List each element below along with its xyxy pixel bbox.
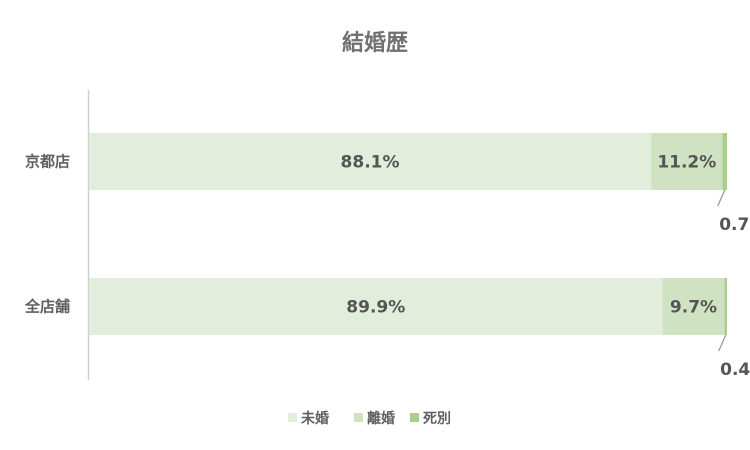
bar-segment: [89, 278, 663, 335]
bar-segment: [89, 133, 652, 190]
data-label: 9.7%: [670, 298, 717, 318]
legend-label: 離婚: [367, 410, 395, 427]
legend-label: 死別: [422, 411, 451, 427]
bar-segment: [722, 133, 727, 190]
chart-title: 結婚歴: [342, 30, 408, 56]
leader-line: [717, 189, 726, 207]
data-label: 88.1%: [341, 153, 400, 173]
leader-line: [718, 334, 727, 352]
data-label: 11.2%: [657, 153, 716, 173]
bar-segment: [651, 133, 723, 190]
legend-label: 未婚: [301, 410, 329, 427]
bar-segment: [662, 278, 725, 335]
category-label: 京都店: [25, 153, 70, 171]
category-label: 全店舗: [24, 298, 70, 316]
data-label: 0.7%: [719, 215, 750, 235]
data-label: 89.9%: [346, 298, 405, 318]
bar-segment: [724, 278, 727, 335]
legend-swatch: [354, 413, 363, 422]
legend-swatch: [410, 413, 419, 422]
legend-swatch: [288, 413, 297, 422]
data-label: 0.4%: [720, 360, 750, 380]
